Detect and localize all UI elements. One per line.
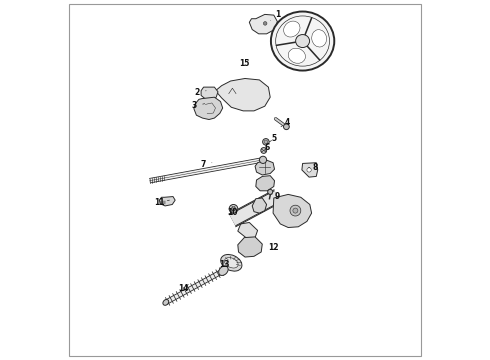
Text: 11: 11 [154, 198, 170, 207]
Polygon shape [159, 197, 175, 206]
Ellipse shape [295, 35, 310, 48]
Polygon shape [302, 163, 318, 177]
Circle shape [261, 148, 267, 153]
Circle shape [263, 139, 269, 145]
Text: 14: 14 [178, 284, 189, 293]
Ellipse shape [271, 12, 334, 71]
Circle shape [263, 22, 267, 25]
Text: 13: 13 [219, 260, 230, 269]
Ellipse shape [219, 266, 228, 275]
Text: 7: 7 [201, 160, 212, 168]
Text: 8: 8 [308, 163, 318, 172]
Polygon shape [194, 97, 222, 120]
Ellipse shape [220, 255, 242, 271]
Ellipse shape [312, 30, 326, 47]
Circle shape [268, 189, 273, 194]
Text: 1: 1 [270, 10, 281, 21]
Polygon shape [255, 160, 274, 175]
Ellipse shape [163, 300, 169, 305]
Ellipse shape [284, 21, 300, 37]
Circle shape [284, 124, 289, 130]
Polygon shape [273, 194, 312, 228]
Circle shape [290, 205, 301, 216]
Circle shape [264, 140, 268, 144]
Text: 4: 4 [281, 118, 290, 127]
Text: 12: 12 [269, 243, 279, 252]
Text: 5: 5 [270, 135, 276, 144]
Polygon shape [216, 78, 270, 111]
Polygon shape [249, 14, 277, 34]
Text: 15: 15 [239, 59, 249, 68]
Polygon shape [252, 198, 267, 213]
Polygon shape [256, 176, 274, 191]
Circle shape [293, 208, 298, 213]
Circle shape [231, 207, 236, 211]
Text: 2: 2 [195, 88, 206, 97]
Polygon shape [238, 222, 258, 238]
Ellipse shape [288, 48, 305, 63]
Circle shape [259, 156, 267, 163]
Polygon shape [238, 237, 262, 257]
Text: 6: 6 [265, 143, 270, 152]
Circle shape [307, 168, 311, 172]
Text: 10: 10 [227, 208, 238, 217]
Circle shape [229, 204, 238, 213]
Text: 9: 9 [271, 192, 280, 201]
Polygon shape [201, 87, 218, 100]
Text: 3: 3 [192, 102, 205, 111]
Ellipse shape [224, 257, 238, 268]
